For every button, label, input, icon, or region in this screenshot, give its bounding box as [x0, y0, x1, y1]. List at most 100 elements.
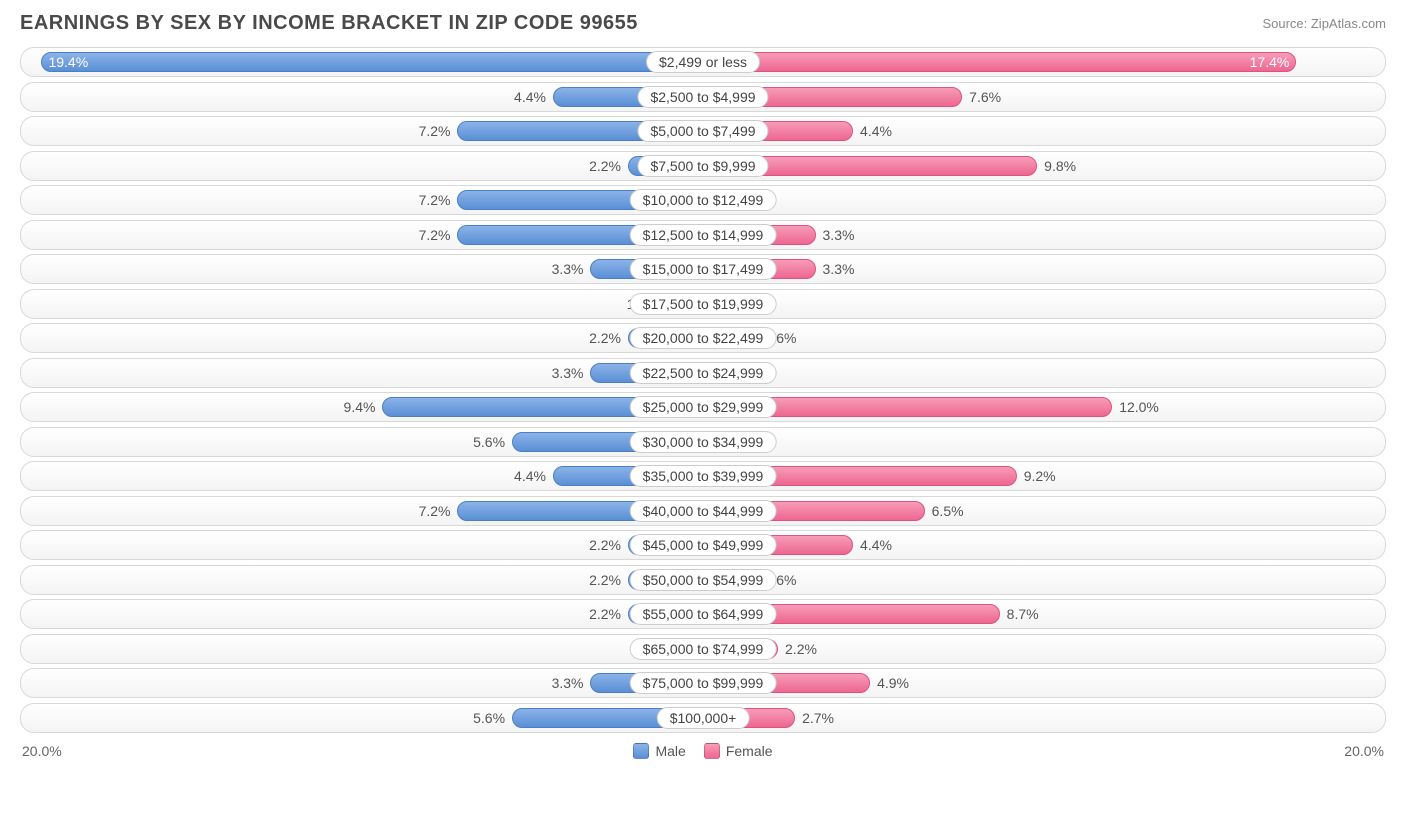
- legend-male-label: Male: [655, 743, 685, 759]
- male-value-label: 2.2%: [589, 572, 629, 588]
- bracket-label: $30,000 to $34,999: [630, 431, 777, 453]
- bracket-label: $75,000 to $99,999: [630, 672, 777, 694]
- bracket-label: $7,500 to $9,999: [637, 155, 768, 177]
- female-value-label: 7.6%: [961, 89, 1001, 105]
- male-half: 4.4%: [21, 83, 703, 111]
- chart-source: Source: ZipAtlas.com: [1262, 16, 1386, 31]
- bracket-label: $100,000+: [657, 707, 750, 729]
- female-half: 0.54%: [703, 428, 1385, 456]
- female-half: 6.5%: [703, 497, 1385, 525]
- male-half: 3.3%: [21, 359, 703, 387]
- female-half: 1.6%: [703, 324, 1385, 352]
- bracket-label: $50,000 to $54,999: [630, 569, 777, 591]
- chart-row: 7.2% 4.4% $5,000 to $7,499: [20, 116, 1386, 146]
- male-half: 2.2%: [21, 600, 703, 628]
- male-value-label: 3.3%: [552, 675, 592, 691]
- chart-row: 7.2% 3.3% $12,500 to $14,999: [20, 220, 1386, 250]
- bracket-label: $17,500 to $19,999: [630, 293, 777, 315]
- male-value-label: 5.6%: [473, 710, 513, 726]
- female-value-label: 9.2%: [1016, 468, 1056, 484]
- bracket-label: $65,000 to $74,999: [630, 638, 777, 660]
- male-half: 7.2%: [21, 186, 703, 214]
- bracket-label: $10,000 to $12,499: [630, 189, 777, 211]
- chart-row: 2.2% 9.8% $7,500 to $9,999: [20, 151, 1386, 181]
- female-value-label: 12.0%: [1111, 399, 1159, 415]
- male-value-label: 4.4%: [514, 468, 554, 484]
- chart-row: 2.2%8.7%$55,000 to $64,999: [20, 599, 1386, 629]
- female-half: 2.7%: [703, 704, 1385, 732]
- male-half: 2.2%: [21, 152, 703, 180]
- bracket-label: $2,499 or less: [646, 51, 760, 73]
- female-half: 4.4%: [703, 117, 1385, 145]
- chart-area: 19.4% 17.4% $2,499 or less 4.4% 7.6% $2,500 t…: [0, 43, 1406, 733]
- chart-row: 5.6% 2.7% $100,000+: [20, 703, 1386, 733]
- chart-row: 2.2%4.4%$45,000 to $49,999: [20, 530, 1386, 560]
- female-half: 3.3%: [703, 255, 1385, 283]
- male-half: 3.3%: [21, 255, 703, 283]
- legend-female-label: Female: [726, 743, 773, 759]
- chart-row: 3.3% 3.3% $15,000 to $17,499: [20, 254, 1386, 284]
- female-half: 9.8%: [703, 152, 1385, 180]
- male-half: 9.4%: [21, 393, 703, 421]
- female-half: 4.4%: [703, 531, 1385, 559]
- male-value-label: 5.6%: [473, 434, 513, 450]
- female-half: 2.2%: [703, 635, 1385, 663]
- chart-row: 0.0%2.2%$65,000 to $74,999: [20, 634, 1386, 664]
- female-bar: 17.4%: [703, 52, 1296, 72]
- male-half: 1.1%: [21, 290, 703, 318]
- female-half: 7.6%: [703, 83, 1385, 111]
- bracket-label: $5,000 to $7,499: [637, 120, 768, 142]
- female-value-label: 4.4%: [852, 537, 892, 553]
- bracket-label: $25,000 to $29,999: [630, 396, 777, 418]
- male-half: 4.4%: [21, 462, 703, 490]
- chart-row: 3.3% 0.0%$22,500 to $24,999: [20, 358, 1386, 388]
- bracket-label: $20,000 to $22,499: [630, 327, 777, 349]
- female-half: 0.0%: [703, 290, 1385, 318]
- female-half: 0.0%: [703, 359, 1385, 387]
- chart-row: 3.3% 4.9% $75,000 to $99,999: [20, 668, 1386, 698]
- male-value-label: 4.4%: [514, 89, 554, 105]
- female-value-label: 3.3%: [815, 261, 855, 277]
- male-value-label: 7.2%: [419, 227, 459, 243]
- female-value-label: 9.8%: [1036, 158, 1076, 174]
- female-half: 9.2%: [703, 462, 1385, 490]
- bracket-label: $40,000 to $44,999: [630, 500, 777, 522]
- female-value-label: 4.4%: [852, 123, 892, 139]
- bracket-label: $2,500 to $4,999: [637, 86, 768, 108]
- female-half: 12.0%: [703, 393, 1385, 421]
- legend-item-male: Male: [633, 743, 685, 759]
- chart-row: 4.4% 7.6% $2,500 to $4,999: [20, 82, 1386, 112]
- male-half: 7.2%: [21, 117, 703, 145]
- chart-footer: 20.0% Male Female 20.0%: [0, 737, 1406, 759]
- male-bar: 19.4%: [41, 52, 703, 72]
- male-half: 5.6%: [21, 428, 703, 456]
- chart-row: 4.4%9.2%$35,000 to $39,999: [20, 461, 1386, 491]
- female-half: 0.0%: [703, 186, 1385, 214]
- axis-label-left: 20.0%: [22, 743, 62, 759]
- female-value-label: 17.4%: [1250, 54, 1290, 70]
- male-half: 3.3%: [21, 669, 703, 697]
- male-value-label: 7.2%: [419, 503, 459, 519]
- bracket-label: $15,000 to $17,499: [630, 258, 777, 280]
- chart-row: 2.2%1.6%$20,000 to $22,499: [20, 323, 1386, 353]
- male-half: 19.4%: [21, 48, 703, 76]
- chart-row: 2.2% 1.6%$50,000 to $54,999: [20, 565, 1386, 595]
- male-value-label: 3.3%: [552, 261, 592, 277]
- male-value-label: 2.2%: [589, 158, 629, 174]
- chart-row: 19.4% 17.4% $2,499 or less: [20, 47, 1386, 77]
- male-value-label: 7.2%: [419, 192, 459, 208]
- male-value-label: 3.3%: [552, 365, 592, 381]
- female-value-label: 3.3%: [815, 227, 855, 243]
- female-value-label: 2.2%: [777, 641, 817, 657]
- male-value-label: 2.2%: [589, 606, 629, 622]
- legend-item-female: Female: [704, 743, 773, 759]
- female-half: 1.6%: [703, 566, 1385, 594]
- female-value-label: 4.9%: [869, 675, 909, 691]
- female-half: 8.7%: [703, 600, 1385, 628]
- bracket-label: $22,500 to $24,999: [630, 362, 777, 384]
- female-value-label: 2.7%: [794, 710, 834, 726]
- chart-title: EARNINGS BY SEX BY INCOME BRACKET IN ZIP…: [20, 12, 638, 35]
- bracket-label: $12,500 to $14,999: [630, 224, 777, 246]
- female-swatch-icon: [704, 743, 720, 759]
- legend: Male Female: [633, 743, 772, 759]
